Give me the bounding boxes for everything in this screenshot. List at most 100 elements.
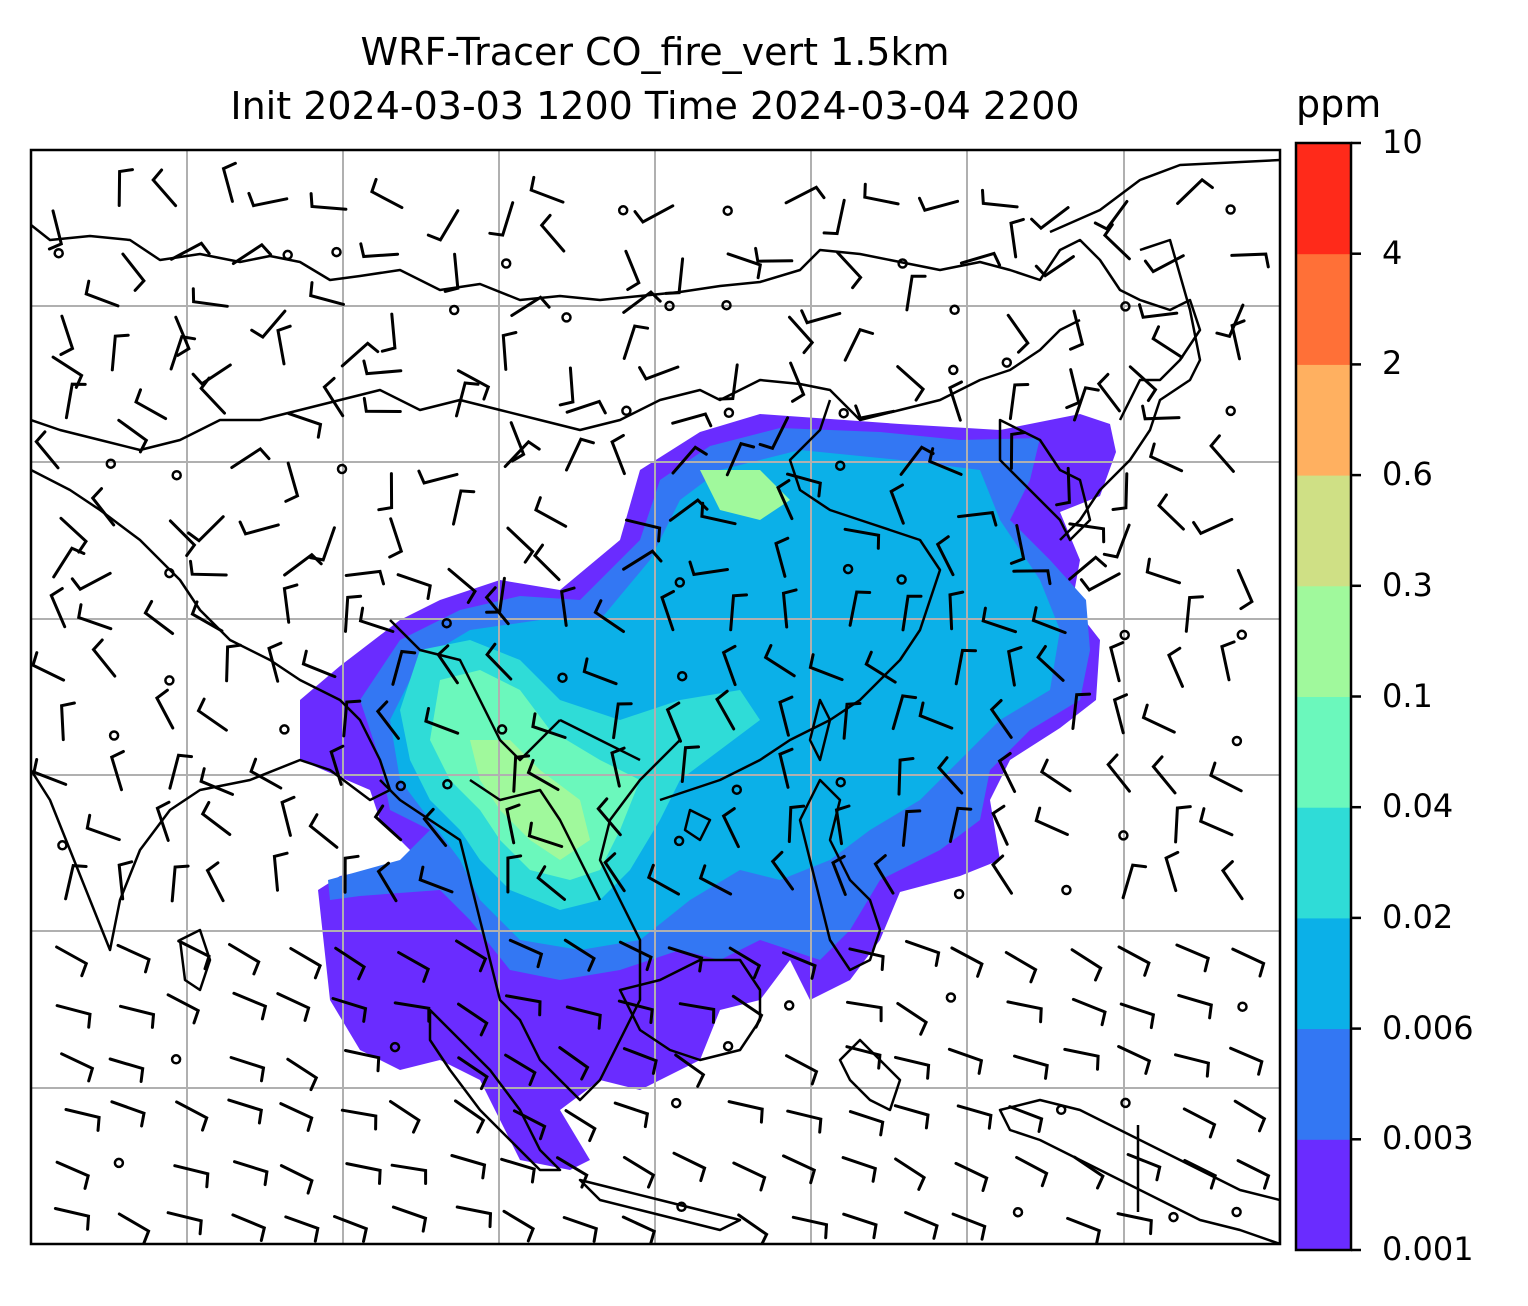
sri-lanka: [178, 928, 212, 992]
wind-barb: [1071, 692, 1092, 730]
wind-barb: [1063, 1047, 1100, 1071]
wind-barb: [1093, 200, 1129, 231]
wind-barb: [484, 586, 510, 626]
wind-barb: [1143, 254, 1185, 274]
wind-barb: [842, 701, 862, 740]
wind-barb: [848, 1110, 885, 1137]
wind-barb: [447, 567, 477, 604]
wind-barb: [936, 756, 964, 795]
wind-barb: [502, 1209, 535, 1243]
calm-wind-circle: [1225, 405, 1236, 417]
wind-barb: [791, 1215, 829, 1240]
wind-barb: [76, 603, 113, 631]
wind-barb: [1015, 1155, 1049, 1188]
wind-barb: [1209, 434, 1235, 473]
wind-barb: [864, 650, 897, 684]
calm-wind-circle: [170, 1054, 182, 1065]
wind-barbs: [31, 161, 1271, 1244]
calm-wind-circle: [1168, 1211, 1179, 1223]
calm-wind-circle: [1231, 1206, 1242, 1218]
wind-barb: [1220, 640, 1236, 682]
title-line-1: WRF-Tracer CO_fire_vert 1.5km: [360, 30, 950, 74]
wind-barb: [177, 939, 211, 971]
wind-barb: [501, 331, 518, 371]
calm-wind-circle: [108, 730, 120, 741]
wind-barb: [1066, 1216, 1102, 1244]
coastlines: [31, 158, 1280, 1244]
wind-barb: [562, 1216, 598, 1243]
wind-barb: [897, 757, 915, 796]
wind-barb: [727, 1100, 764, 1124]
calm-wind-circle: [949, 304, 960, 316]
wind-barb: [375, 700, 400, 740]
wind-barb: [854, 404, 896, 420]
wind-barb: [667, 946, 704, 973]
wind-barb: [610, 433, 626, 476]
wind-barb: [279, 1102, 314, 1132]
wind-barb: [110, 1100, 146, 1128]
wind-barb: [698, 864, 733, 896]
java-coast: [578, 1178, 742, 1232]
colorbar-tick-label: 0.006: [1382, 1008, 1474, 1047]
wind-barb: [532, 543, 561, 582]
calm-wind-circle: [171, 469, 182, 481]
calm-wind-circle: [1012, 1206, 1024, 1218]
calm-wind-circle: [953, 888, 965, 900]
wind-barb: [732, 1161, 767, 1192]
wind-barb: [238, 520, 280, 536]
wind-barb: [230, 446, 271, 469]
wind-barb: [377, 472, 394, 512]
wind-barb: [1073, 386, 1100, 422]
wind-barb: [1006, 313, 1030, 354]
wind-barb: [625, 518, 662, 543]
map-frame: [29, 148, 1282, 1246]
wind-barb: [390, 1163, 428, 1185]
wind-barb: [221, 161, 237, 203]
wind-barb: [621, 1215, 656, 1244]
wind-barb: [788, 315, 815, 355]
wind-barb: [331, 997, 368, 1023]
calm-wind-circle: [731, 784, 743, 795]
wind-barb: [843, 327, 875, 362]
calm-wind-circle: [676, 670, 688, 682]
wind-barb: [143, 600, 175, 635]
calm-wind-circle: [279, 724, 290, 735]
wind-barb: [1070, 948, 1103, 982]
wind-barb: [455, 1205, 493, 1229]
wind-barb: [200, 801, 232, 836]
wind-barb: [90, 487, 116, 527]
wind-barb: [60, 1052, 95, 1083]
wind-barb: [1192, 517, 1234, 536]
wind-barb: [845, 1045, 882, 1070]
wind-barb: [169, 241, 211, 261]
calm-wind-circle: [617, 205, 629, 216]
wind-barb: [603, 852, 626, 893]
wind-barb: [276, 324, 292, 366]
wind-barb: [1220, 860, 1244, 901]
wind-barb: [362, 396, 402, 413]
wind-barb: [660, 589, 675, 632]
wind-barb: [1073, 1155, 1105, 1190]
wind-barb: [1117, 945, 1151, 977]
wind-barb: [680, 745, 700, 783]
wind-barb: [822, 198, 846, 236]
wind-barb: [154, 688, 175, 730]
wind-barb: [848, 590, 872, 627]
wind-barb: [282, 583, 299, 624]
wind-barb: [1102, 523, 1131, 559]
wind-barb: [1008, 1105, 1044, 1133]
wind-barb: [1009, 217, 1025, 259]
wind-barb: [505, 803, 521, 845]
wind-barb: [1174, 1053, 1211, 1078]
wind-barb: [109, 750, 125, 792]
wind-barb: [622, 324, 650, 360]
wind-barb: [638, 365, 680, 381]
wind-barb: [1013, 1054, 1049, 1080]
wind-barb: [778, 747, 794, 789]
wind-barb: [808, 653, 844, 682]
wind-barb: [729, 593, 748, 632]
colorbar-segment: [1296, 917, 1351, 1030]
wind-barb: [64, 382, 87, 420]
hainan: [683, 808, 712, 842]
calm-wind-circle: [1225, 204, 1236, 215]
